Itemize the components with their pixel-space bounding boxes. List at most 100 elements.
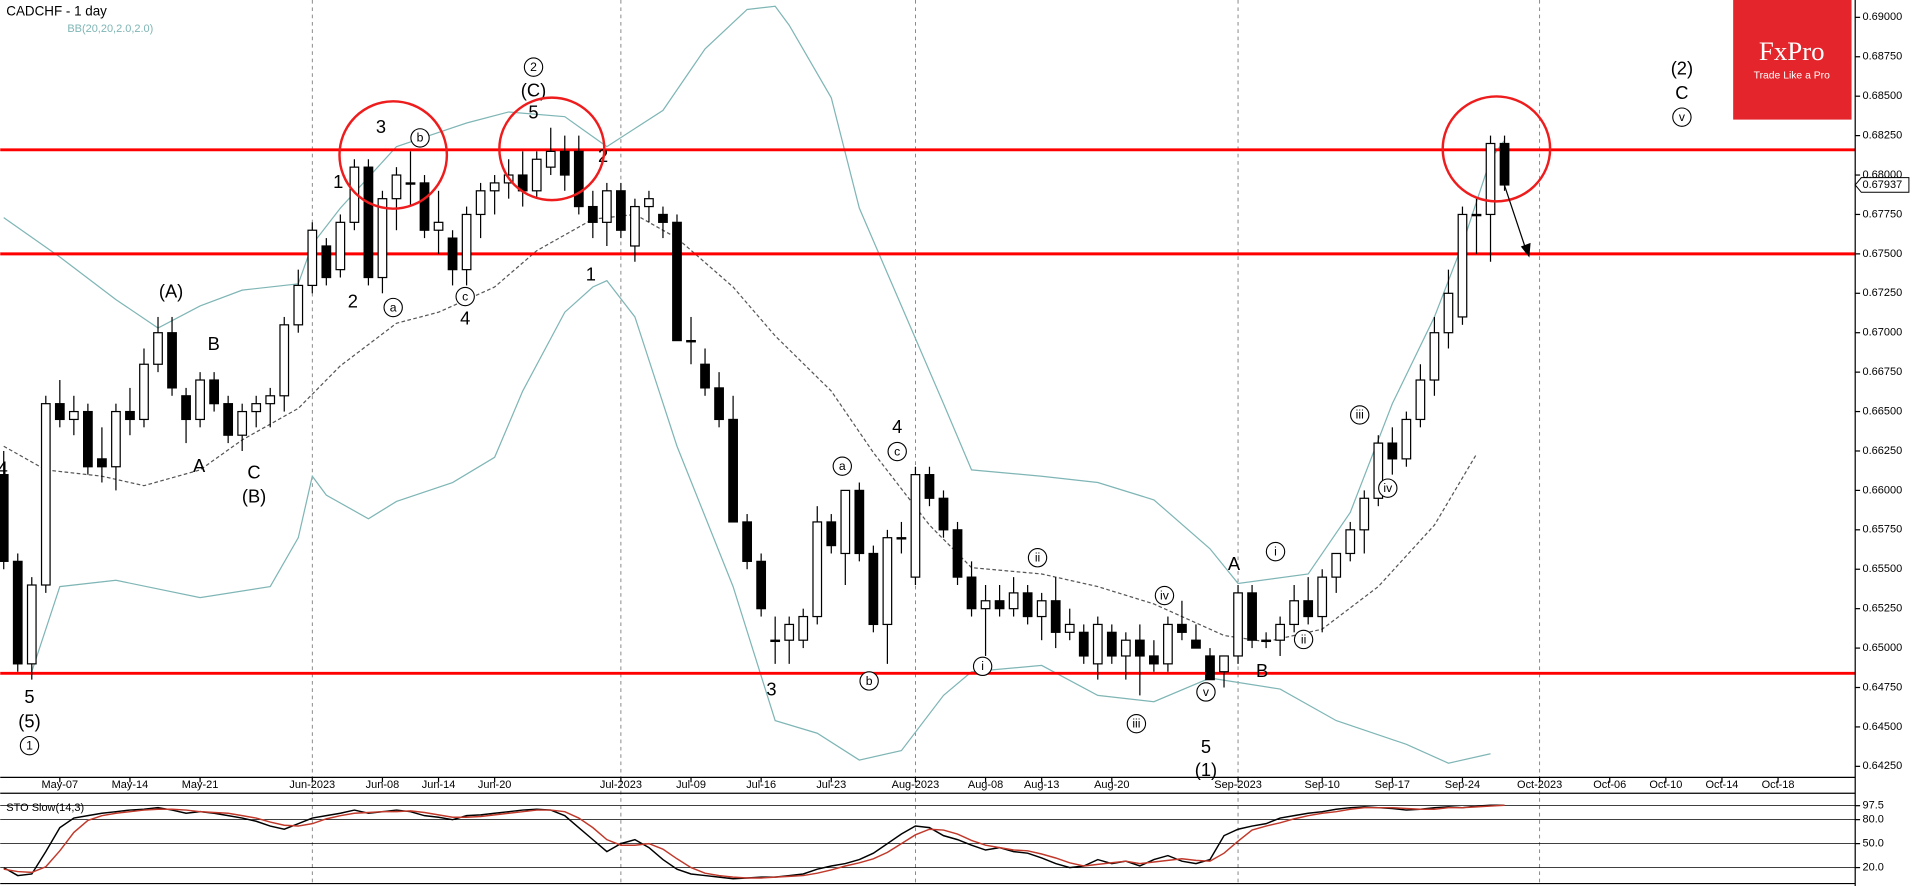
highlight-circle	[338, 100, 449, 210]
candle-body	[1275, 623, 1286, 641]
candle-body	[742, 521, 753, 562]
annotations-layer: 45(5)1(A)BAC(B)123abc42(C)5213abc4iiiiii…	[0, 57, 1693, 780]
candle-body	[1177, 623, 1187, 633]
candle-body	[12, 560, 23, 665]
y-tick-label: 0.64500	[1863, 721, 1903, 733]
candle-body	[83, 410, 93, 468]
y-tick-label: 0.67750	[1863, 208, 1903, 220]
wave-label: b	[866, 674, 873, 688]
x-tick-label: Jul-16	[746, 779, 776, 791]
candle-body	[952, 529, 963, 578]
candle-body	[223, 403, 234, 436]
candle-body	[840, 489, 851, 555]
y-tick-label: 0.69000	[1863, 11, 1903, 23]
candle-body	[181, 395, 191, 421]
bollinger-band	[3, 5, 1506, 585]
wave-label: C	[247, 461, 260, 482]
candle-body	[1064, 623, 1075, 633]
wave-circle	[1126, 713, 1147, 734]
candle-body	[111, 410, 121, 468]
candle-body	[630, 205, 640, 247]
bands-layer	[3, 5, 1506, 764]
wave-label: 2	[348, 290, 358, 311]
candle-body	[237, 410, 248, 436]
candle-body	[405, 182, 416, 185]
price-tag	[1854, 177, 1910, 193]
candle-body	[994, 600, 1005, 610]
candle-body	[1134, 639, 1145, 657]
x-tick-label: Sep-10	[1305, 779, 1340, 791]
wave-label: iii	[1356, 408, 1364, 422]
y-tick-label: 0.67000	[1863, 327, 1903, 339]
wave-label: ii	[1301, 632, 1306, 646]
y-tick-label: 50.0	[1863, 838, 1884, 850]
wave-label: 4	[892, 416, 902, 437]
candle-body	[209, 379, 220, 405]
candle-body	[1345, 529, 1356, 555]
candle-body	[167, 332, 177, 389]
indicator-label: BB(20,20,2.0,2.0)	[67, 23, 153, 35]
x-tick-label: Aug-20	[1094, 779, 1129, 791]
candle-body	[1106, 631, 1117, 657]
candle-body	[756, 560, 767, 610]
wave-label: c	[894, 444, 900, 458]
candle-body	[1261, 639, 1271, 643]
wave-label: v	[1203, 685, 1210, 699]
wave-circle	[455, 286, 475, 307]
candle-body	[714, 387, 724, 421]
wave-label: iv	[1160, 588, 1170, 602]
logo-box	[1733, 0, 1852, 120]
candle-body	[419, 182, 430, 231]
candle-body	[1443, 292, 1454, 334]
stochastic-layer	[3, 804, 1505, 880]
wave-label: 3	[766, 679, 776, 700]
wave-label: a	[390, 300, 397, 314]
candle-body	[770, 639, 781, 643]
y-tick-label: 0.64250	[1863, 760, 1903, 772]
candle-body	[1499, 142, 1510, 186]
candle-body	[658, 213, 668, 223]
wave-circle	[1265, 541, 1286, 562]
candle-body	[545, 150, 556, 168]
candle-body	[896, 537, 907, 540]
candle-body	[433, 221, 444, 231]
candle-body	[26, 584, 37, 665]
wave-label: (5)	[18, 710, 40, 731]
wave-label: 1	[586, 264, 596, 285]
y-tick-label: 0.65000	[1863, 642, 1903, 654]
candle-body	[1359, 497, 1370, 531]
x-tick-label: Aug-08	[968, 779, 1003, 791]
wave-circle	[410, 128, 430, 148]
x-tick-label: Jul-09	[676, 779, 706, 791]
wave-label: B	[1256, 660, 1268, 681]
wave-label: (A)	[159, 281, 183, 302]
y-tick-label: 0.66000	[1863, 484, 1903, 496]
x-tick-label: May-14	[112, 779, 149, 791]
candle-body	[966, 576, 977, 610]
highlight-circle	[498, 96, 606, 202]
chart-title: CADCHF - 1 day	[6, 4, 107, 19]
candle-body	[1163, 623, 1173, 665]
price-tag-label: 0.67937	[1863, 179, 1903, 191]
candle-body	[1457, 213, 1468, 318]
x-tick-label: Jul-23	[816, 779, 846, 791]
candle-body	[868, 552, 879, 626]
wave-label: 2	[530, 60, 537, 74]
candle-body	[1485, 142, 1496, 216]
wave-label: 4	[0, 458, 8, 479]
candle-body	[321, 245, 332, 279]
wave-label: (B)	[242, 486, 266, 507]
arrow-head	[1520, 242, 1531, 258]
y-tick-label: 80.0	[1863, 814, 1884, 826]
wave-circle	[1154, 585, 1175, 606]
candle-body	[1303, 600, 1314, 618]
y-tick-label: 0.65750	[1863, 524, 1903, 536]
candle-body	[363, 166, 374, 279]
candle-body	[1036, 600, 1047, 618]
wave-label: B	[208, 333, 220, 354]
candle-body	[195, 379, 205, 421]
candle-body	[616, 190, 626, 231]
candle-body	[559, 150, 570, 176]
